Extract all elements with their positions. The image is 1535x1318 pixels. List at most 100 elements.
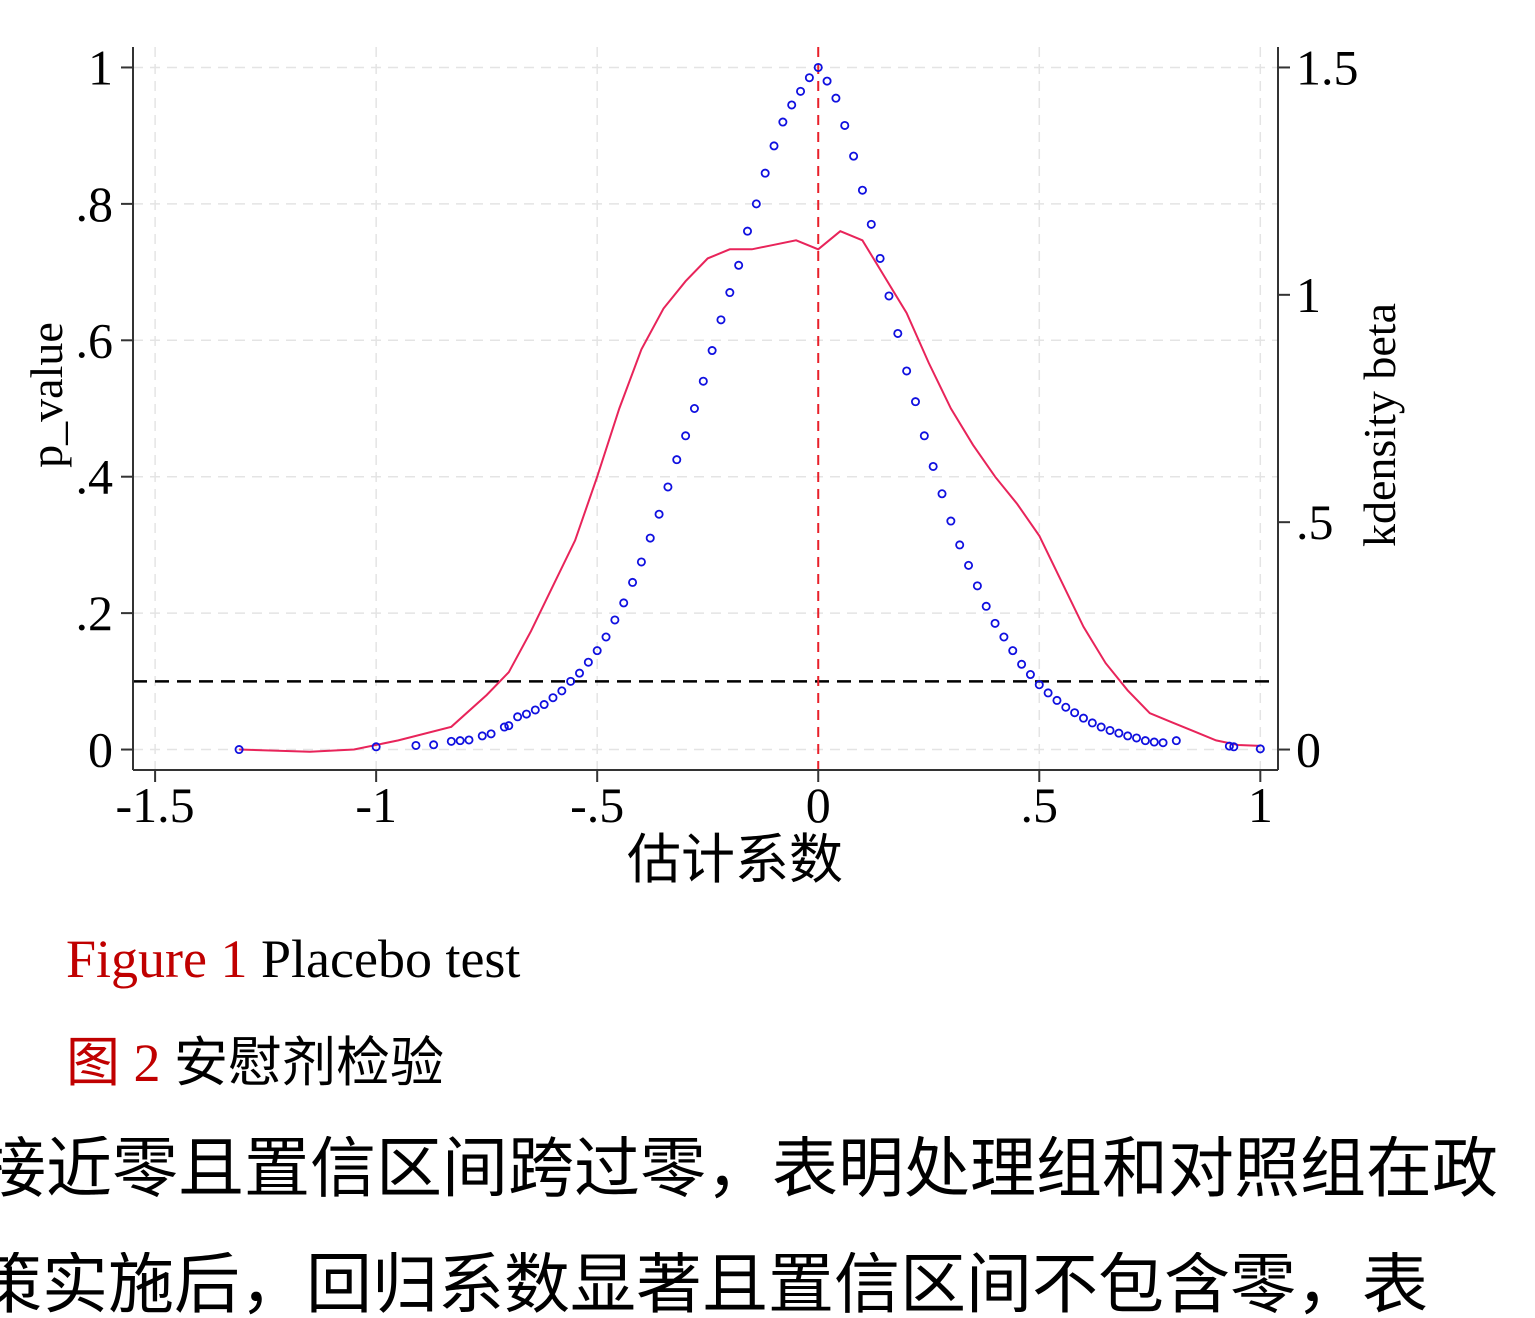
figure-caption-english: Figure 1 Placebo test [66,932,520,986]
scatter-point [910,397,920,407]
body-text-line-1: 接近零且置信区间跨过零，表明处理组和对照组在政 [0,1136,1498,1202]
scatter-point [1158,738,1168,748]
scatter-point [1224,741,1234,751]
tick-labels: -1.5 -1 -.5 0.5 10.2.4.6.810.511.5 [76,39,1359,833]
scatter-point [804,73,814,83]
scatter-point [857,185,867,195]
scatter-point [504,721,514,731]
scatter-point [539,700,549,710]
scatter-point [990,618,1000,628]
scatter-point [477,731,487,741]
scatter-point [698,376,708,386]
scatter-point [884,291,894,301]
scatter-point [796,86,806,96]
scatter-point [1255,744,1265,754]
scatter-point [672,455,682,465]
scatter-point [866,219,876,229]
y-right-tick-label: 1 [1296,267,1321,323]
scatter-point [610,615,620,625]
scatter-point [689,403,699,413]
scatter-point [937,489,947,499]
scatter-point [1096,722,1106,732]
kdensity-line [239,230,1261,753]
figure-title-english: Placebo test [247,929,521,989]
figure-title-chinese: 安慰剂检验 [160,1033,444,1093]
scatter-point [1043,688,1053,698]
scatter-point [831,93,841,103]
scatter-point [619,598,629,608]
scatter-point [636,557,646,567]
scatter-point [964,560,974,570]
scatter-point [778,117,788,127]
scatter-point [583,657,593,667]
y-axis-right-label: kdensity beta [1354,303,1405,547]
scatter-point [760,168,770,178]
scatter-point [769,141,779,151]
scatter-point [654,509,664,519]
y-right-tick-label: 1.5 [1296,39,1359,95]
x-tick-label: -1 [355,777,397,833]
scatter-point [1017,659,1027,669]
scatter-point [1087,718,1097,728]
scatter-point [455,736,465,746]
placebo-test-chart: -1.5 -1 -.5 0.5 10.2.4.6.810.511.5 估计系数 p_va… [21,39,1405,891]
scatter-point [464,735,474,745]
scatter-point [725,288,735,298]
scatter-point [1025,670,1035,680]
scatter-point [1132,733,1142,743]
scatter-point [446,736,456,746]
y-right-tick-label: 0 [1296,722,1321,778]
y-left-tick-label: .4 [76,449,114,505]
scatter-point [787,100,797,110]
scatter-point [1105,725,1115,735]
scatter-point [1229,742,1239,752]
axes [121,47,1290,782]
scatter-point [1171,736,1181,746]
reference-lines [133,47,1278,770]
scatter-point [645,533,655,543]
scatter-point [849,151,859,161]
figure-number-chinese: 图 2 [66,1033,161,1093]
scatter-point [893,328,903,338]
scatter-point [592,646,602,656]
y-left-tick-label: .2 [76,585,114,641]
scatter-point [734,260,744,270]
scatter-point [875,253,885,263]
x-tick-label: 1 [1248,777,1273,833]
y-left-tick-label: 0 [88,722,113,778]
body-text-line-2: 策实施后，回归系数显著且置信区间不包含零，表 [0,1252,1428,1318]
scatter-point [1034,680,1044,690]
x-axis-label: 估计系数 [627,828,843,891]
figure-caption-chinese: 图 2 安慰剂检验 [66,1036,444,1090]
scatter-point [411,740,421,750]
scatter-point [663,482,673,492]
kdensity-line-series [239,230,1261,753]
y-axis-left-label: p_value [21,322,72,468]
scatter-point [1114,728,1124,738]
scatter-point [813,62,823,72]
scatter-point [1078,713,1088,723]
scatter-point [530,705,540,715]
scatter-point [716,315,726,325]
scatter-point [513,712,523,722]
grid-lines [133,47,1278,770]
scatter-point [822,76,832,86]
p-value-scatter-series [234,62,1265,755]
scatter-point [566,676,576,686]
scatter-point [499,722,509,732]
scatter-point [575,668,585,678]
scatter-point [234,745,244,755]
scatter-point [1070,708,1080,718]
y-left-tick-label: 1 [88,39,113,95]
scatter-point [972,581,982,591]
scatter-point [371,742,381,752]
x-tick-label: 0 [806,777,831,833]
x-tick-label: -.5 [570,777,624,833]
figure-number-english: Figure 1 [66,929,248,989]
scatter-point [955,540,965,550]
scatter-point [601,632,611,642]
scatter-point [707,346,717,356]
scatter-point [1052,695,1062,705]
scatter-point [840,120,850,130]
scatter-point [928,461,938,471]
